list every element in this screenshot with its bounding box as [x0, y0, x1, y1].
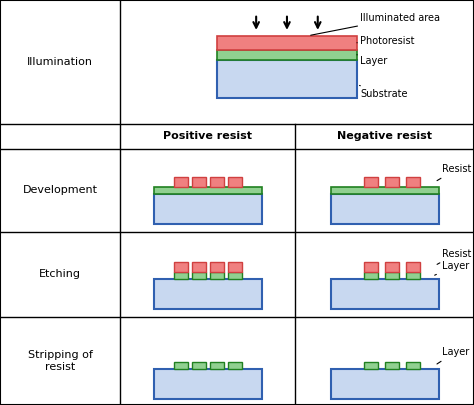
Bar — [173, 262, 188, 272]
Bar — [384, 262, 399, 272]
Text: Substrate: Substrate — [360, 85, 408, 100]
Text: Resist: Resist — [437, 164, 471, 181]
Bar — [331, 279, 438, 309]
Bar — [364, 272, 378, 279]
Bar — [364, 177, 378, 187]
Bar — [154, 279, 262, 309]
Bar — [210, 262, 224, 272]
Bar — [210, 177, 224, 187]
Bar — [154, 194, 262, 224]
Text: Photoresist: Photoresist — [357, 36, 414, 46]
Bar — [173, 272, 188, 279]
Bar — [331, 369, 438, 399]
Bar — [154, 187, 262, 194]
Text: Illuminated area: Illuminated area — [310, 13, 440, 35]
Bar — [191, 272, 206, 279]
Text: Illumination: Illumination — [27, 57, 93, 67]
Bar — [191, 262, 206, 272]
Text: Development: Development — [22, 185, 98, 195]
Text: Layer: Layer — [435, 261, 469, 275]
Bar — [228, 262, 242, 272]
Text: Negative resist: Negative resist — [337, 131, 432, 141]
Text: Etching: Etching — [39, 269, 81, 279]
Bar — [384, 362, 399, 369]
Bar — [331, 187, 438, 194]
Text: Positive resist: Positive resist — [163, 131, 252, 141]
Bar — [173, 362, 188, 369]
Bar — [228, 177, 242, 187]
Bar — [191, 177, 206, 187]
Bar — [228, 272, 242, 279]
Bar — [228, 362, 242, 369]
Bar — [384, 272, 399, 279]
Bar — [406, 177, 419, 187]
Bar — [191, 362, 206, 369]
Bar — [406, 272, 419, 279]
Bar — [364, 362, 378, 369]
Bar — [217, 50, 357, 60]
Text: Layer: Layer — [357, 55, 387, 66]
Text: Resist: Resist — [437, 249, 471, 264]
Bar — [364, 262, 378, 272]
Text: Stripping of
resist: Stripping of resist — [27, 350, 92, 372]
Bar — [217, 36, 357, 50]
Bar — [173, 177, 188, 187]
Bar — [154, 369, 262, 399]
Bar — [210, 362, 224, 369]
Bar — [331, 194, 438, 224]
Bar — [406, 262, 419, 272]
Bar — [384, 177, 399, 187]
Bar — [406, 362, 419, 369]
Bar — [210, 272, 224, 279]
Text: Layer: Layer — [437, 347, 469, 364]
Bar — [217, 60, 357, 98]
